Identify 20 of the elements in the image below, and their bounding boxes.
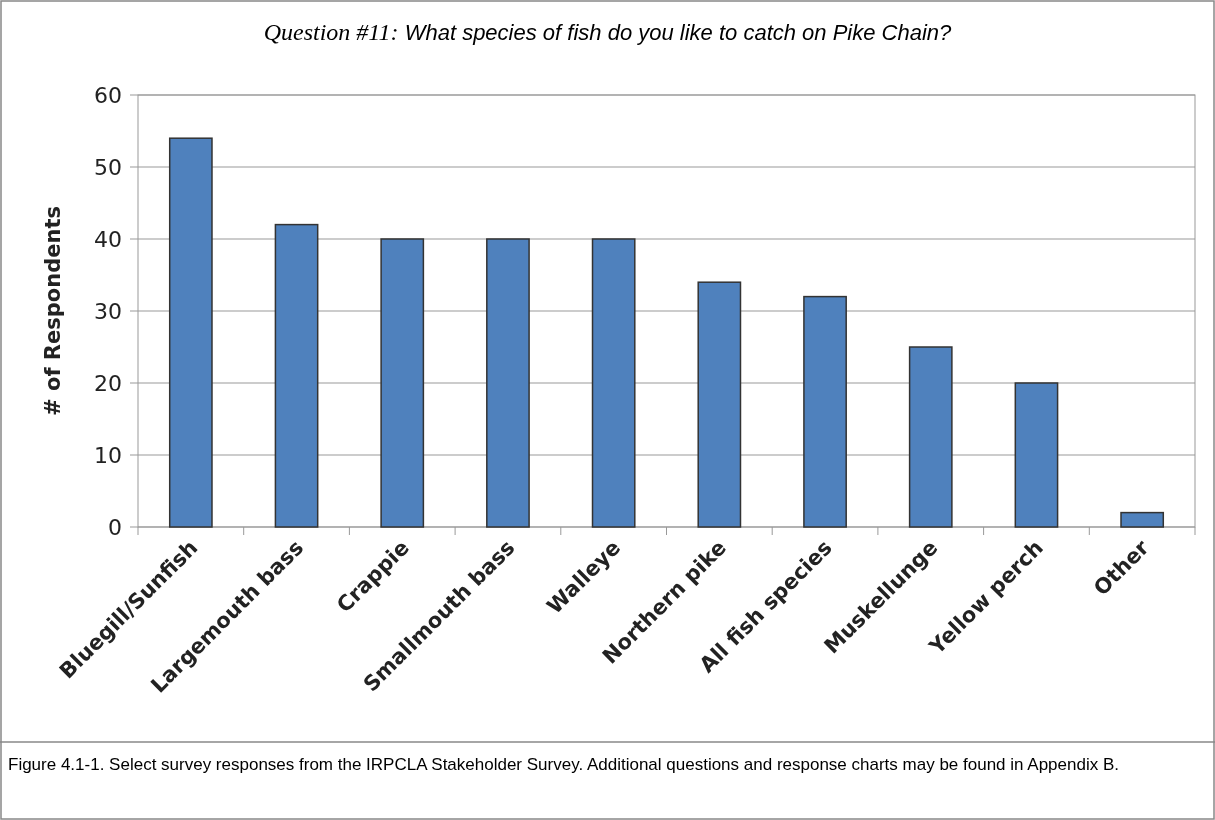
chart-title: Question #11: What species of fish do you like to catch on Pike Chain? — [263, 19, 953, 45]
y-tick-label: 50 — [94, 154, 122, 180]
y-tick-label: 10 — [94, 442, 122, 468]
bar — [380, 238, 425, 528]
bar — [803, 295, 847, 528]
bar — [591, 238, 636, 528]
bar — [486, 238, 530, 528]
y-tick-label: 40 — [94, 226, 122, 252]
y-tick-label: 0 — [108, 514, 122, 540]
bar — [697, 281, 742, 528]
bar — [274, 223, 319, 528]
bar — [1014, 382, 1059, 528]
bar — [908, 346, 953, 528]
y-tick-label: 60 — [94, 82, 122, 108]
bar — [168, 137, 213, 528]
y-tick-label: 20 — [94, 370, 122, 396]
caption: Figure 4.1-1. Select survey responses from the IRPCLA Stakeholder Survey. Additional questions and response charts may be found in Appendix B. — [8, 755, 1119, 774]
y-axis-title: # of Respondents — [41, 206, 65, 416]
bar — [1120, 511, 1165, 528]
y-tick-label: 30 — [94, 298, 122, 324]
